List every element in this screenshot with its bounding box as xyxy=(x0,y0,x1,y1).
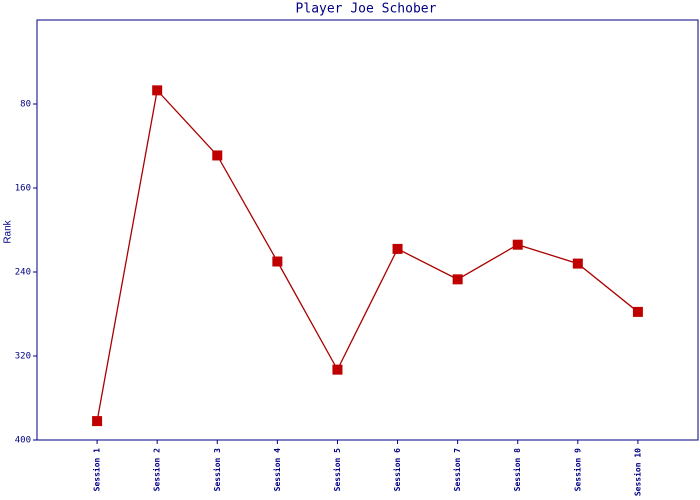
point-marker xyxy=(452,274,463,285)
y-tick-label: 240 xyxy=(15,268,31,278)
point-marker xyxy=(572,258,583,269)
point-marker xyxy=(272,256,283,267)
series-line xyxy=(96,88,639,422)
point-marker xyxy=(332,364,343,375)
x-tick-label: Session 4 xyxy=(272,448,282,492)
point-marker xyxy=(152,85,163,96)
x-tick-label: Session 1 xyxy=(92,448,102,492)
y-axis-label: Rank xyxy=(3,219,14,243)
point-marker xyxy=(212,150,223,161)
x-tick-label: Session 3 xyxy=(212,448,222,492)
x-tick-label: Session 7 xyxy=(452,448,462,492)
y-tick-label: 80 xyxy=(20,100,31,110)
y-tick-label: 400 xyxy=(15,436,31,446)
plot-frame xyxy=(36,19,699,441)
x-tick-label: Session 9 xyxy=(572,448,582,492)
x-tick-label: Session 5 xyxy=(332,448,342,492)
point-marker xyxy=(632,306,643,317)
point-marker xyxy=(512,239,523,250)
point-marker xyxy=(392,243,403,254)
x-tick-label: Session 6 xyxy=(392,448,402,492)
x-tick-label: Session 10 xyxy=(632,448,642,496)
y-tick-label: 320 xyxy=(15,352,31,362)
chart-title: Player Joe Schober xyxy=(296,2,437,17)
x-tick-label: Session 8 xyxy=(512,448,522,492)
x-tick-label: Session 2 xyxy=(152,448,162,492)
point-marker xyxy=(92,416,103,427)
y-tick-label: 160 xyxy=(15,184,31,194)
